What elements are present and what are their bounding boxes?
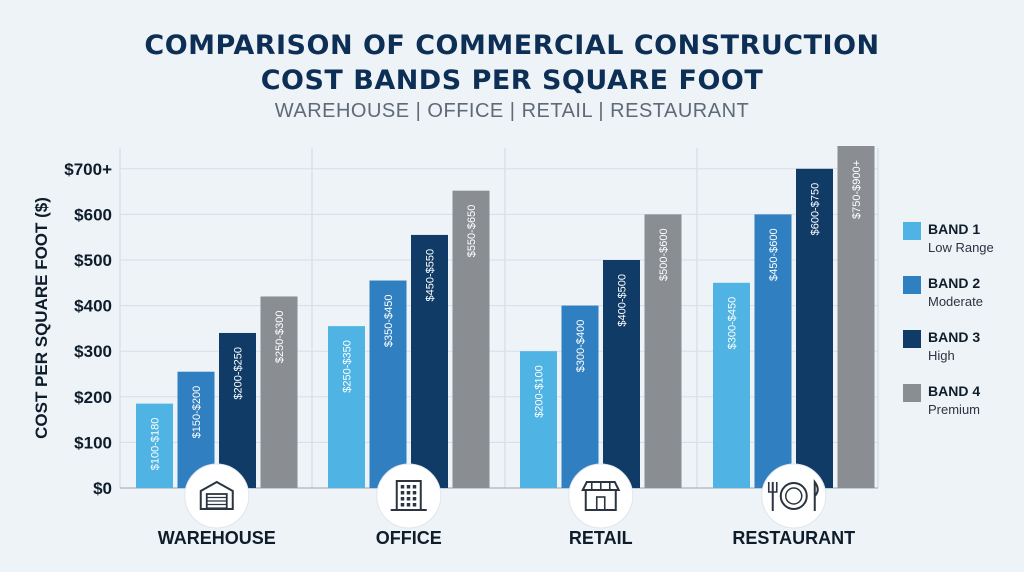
bar — [328, 326, 365, 488]
y-tick-label: $500 — [74, 251, 112, 270]
legend-swatch-band-2 — [903, 276, 921, 294]
legend-desc-band-4: Premium — [928, 402, 981, 417]
legend-item-band-3: BAND 3 High — [903, 324, 1021, 378]
bar-data-label: $200-$100 — [534, 365, 546, 418]
chart-title: COMPARISON OF COMMERCIAL CONSTRUCTION CO… — [0, 28, 1024, 98]
x-category-label: RETAIL — [569, 528, 633, 548]
bar — [260, 296, 298, 488]
bar — [452, 190, 490, 489]
legend-item-band-2: BAND 2 Moderate — [903, 270, 1021, 324]
bar-data-label: $300-$400 — [575, 320, 587, 373]
bar — [369, 280, 407, 488]
bar-data-label: $200-$250 — [233, 347, 245, 400]
x-category-label: WAREHOUSE — [158, 528, 276, 548]
legend-desc-band-1: Low Range — [928, 240, 994, 255]
bar-data-label: $400-$500 — [617, 274, 629, 327]
bar — [713, 282, 750, 488]
chart-subtitle: WAREHOUSE | OFFICE | RETAIL | RESTAURANT — [274, 100, 750, 122]
bar-data-label: $350-$450 — [383, 295, 395, 348]
chart-title-line-1: COMPARISON OF COMMERCIAL CONSTRUCTION — [144, 30, 880, 61]
y-tick-label: $400 — [74, 297, 112, 316]
chart-title-line-2: COST BANDS PER SQUARE FOOT — [260, 65, 764, 96]
legend-swatch-band-3 — [903, 330, 921, 348]
legend: BAND 1 Low Range BAND 2 Moderate BAND 3 … — [903, 216, 1021, 432]
plate-cutlery-icon — [761, 463, 827, 529]
legend-swatch-band-1 — [903, 222, 921, 240]
legend-label-band-2: BAND 2 — [928, 275, 981, 291]
bar-data-label: $450-$600 — [768, 228, 780, 281]
bar — [796, 168, 833, 489]
warehouse-icon — [184, 463, 250, 529]
legend-label-band-1: BAND 1 — [928, 221, 981, 237]
bar-data-label: $250-$300 — [274, 310, 286, 363]
legend-label-band-4: BAND 4 — [928, 383, 981, 399]
bar-data-label: $750-$900+ — [851, 160, 863, 219]
y-tick-label: $300 — [74, 342, 112, 361]
legend-item-band-4: BAND 4 Premium — [903, 378, 1021, 432]
storefront-icon — [568, 463, 634, 529]
bar — [644, 214, 682, 488]
bar — [136, 403, 173, 488]
y-tick-label: $700+ — [64, 160, 112, 179]
bar-data-label: $300-$450 — [727, 297, 739, 350]
bar — [520, 351, 557, 488]
y-tick-label: $600 — [74, 205, 112, 224]
y-tick-label: $100 — [74, 433, 112, 452]
bar-data-label: $250-$350 — [342, 340, 354, 393]
bar — [603, 260, 640, 488]
office-building-icon — [376, 463, 442, 529]
legend-item-band-1: BAND 1 Low Range — [903, 216, 1021, 270]
legend-desc-band-2: Moderate — [928, 294, 983, 309]
bar-data-label: $600-$750 — [810, 183, 822, 236]
bar — [754, 214, 792, 488]
legend-swatch-band-4 — [903, 384, 921, 402]
x-category-label: OFFICE — [376, 528, 442, 548]
bar-data-label: $150-$200 — [191, 386, 203, 439]
bar — [219, 332, 256, 488]
bar-data-label: $550-$650 — [466, 205, 478, 258]
y-tick-label: $200 — [74, 388, 112, 407]
bar — [837, 146, 875, 488]
y-tick-label: $0 — [93, 479, 112, 498]
bar-data-label: $100-$180 — [150, 418, 162, 471]
bar-data-label: $500-$600 — [658, 228, 670, 281]
y-axis-title: COST PER SQUARE FOOT ($) — [32, 197, 51, 439]
legend-label-band-3: BAND 3 — [928, 329, 981, 345]
bar — [411, 234, 448, 488]
bar — [561, 305, 599, 488]
x-category-label: RESTAURANT — [732, 528, 855, 548]
bar-data-label: $450-$550 — [425, 249, 437, 302]
legend-desc-band-3: High — [928, 348, 955, 363]
